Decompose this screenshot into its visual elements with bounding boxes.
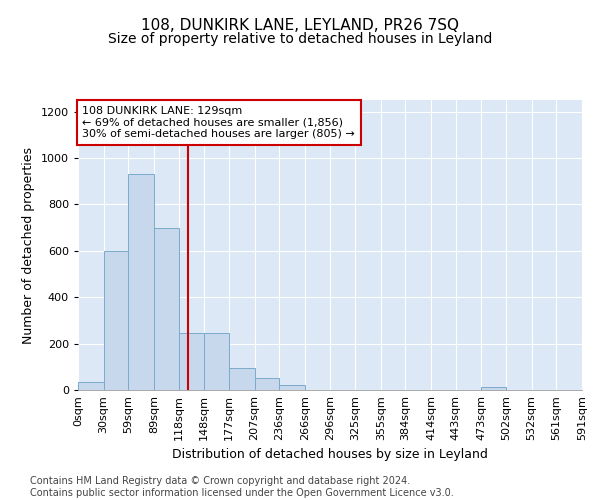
Y-axis label: Number of detached properties: Number of detached properties xyxy=(22,146,35,344)
Bar xyxy=(481,386,506,390)
Text: 108, DUNKIRK LANE, LEYLAND, PR26 7SQ: 108, DUNKIRK LANE, LEYLAND, PR26 7SQ xyxy=(141,18,459,32)
Text: Contains HM Land Registry data © Crown copyright and database right 2024.
Contai: Contains HM Land Registry data © Crown c… xyxy=(30,476,454,498)
Bar xyxy=(154,228,179,390)
Bar xyxy=(179,333,204,390)
Bar xyxy=(229,368,254,390)
Bar xyxy=(128,174,154,390)
Bar xyxy=(78,382,104,390)
X-axis label: Distribution of detached houses by size in Leyland: Distribution of detached houses by size … xyxy=(172,448,488,461)
Text: 108 DUNKIRK LANE: 129sqm
← 69% of detached houses are smaller (1,856)
30% of sem: 108 DUNKIRK LANE: 129sqm ← 69% of detach… xyxy=(82,106,355,139)
Bar xyxy=(204,333,229,390)
Bar xyxy=(104,251,128,390)
Text: Size of property relative to detached houses in Leyland: Size of property relative to detached ho… xyxy=(108,32,492,46)
Bar xyxy=(279,386,305,390)
Bar xyxy=(254,378,279,390)
